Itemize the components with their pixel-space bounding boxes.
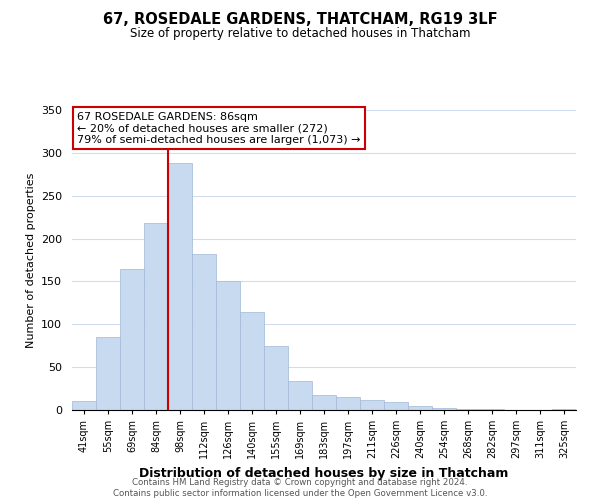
Bar [552,409,576,410]
Bar [480,409,504,410]
Text: Contains HM Land Registry data © Crown copyright and database right 2024.
Contai: Contains HM Land Registry data © Crown c… [113,478,487,498]
Bar [288,381,312,410]
Bar [384,402,408,410]
Bar [240,312,264,410]
Text: 67, ROSEDALE GARDENS, THATCHAM, RG19 3LF: 67, ROSEDALE GARDENS, THATCHAM, RG19 3LF [103,12,497,28]
Bar [408,406,432,410]
X-axis label: Distribution of detached houses by size in Thatcham: Distribution of detached houses by size … [139,466,509,479]
Bar [144,223,168,410]
Bar [312,394,336,410]
Bar [192,254,216,410]
Bar [216,282,240,410]
Y-axis label: Number of detached properties: Number of detached properties [26,172,35,348]
Bar [264,346,288,410]
Bar [72,400,96,410]
Text: Size of property relative to detached houses in Thatcham: Size of property relative to detached ho… [130,28,470,40]
Bar [96,337,120,410]
Bar [120,268,144,410]
Bar [360,400,384,410]
Text: 67 ROSEDALE GARDENS: 86sqm
← 20% of detached houses are smaller (272)
79% of sem: 67 ROSEDALE GARDENS: 86sqm ← 20% of deta… [77,112,361,144]
Bar [168,163,192,410]
Bar [336,397,360,410]
Bar [432,408,456,410]
Bar [456,409,480,410]
